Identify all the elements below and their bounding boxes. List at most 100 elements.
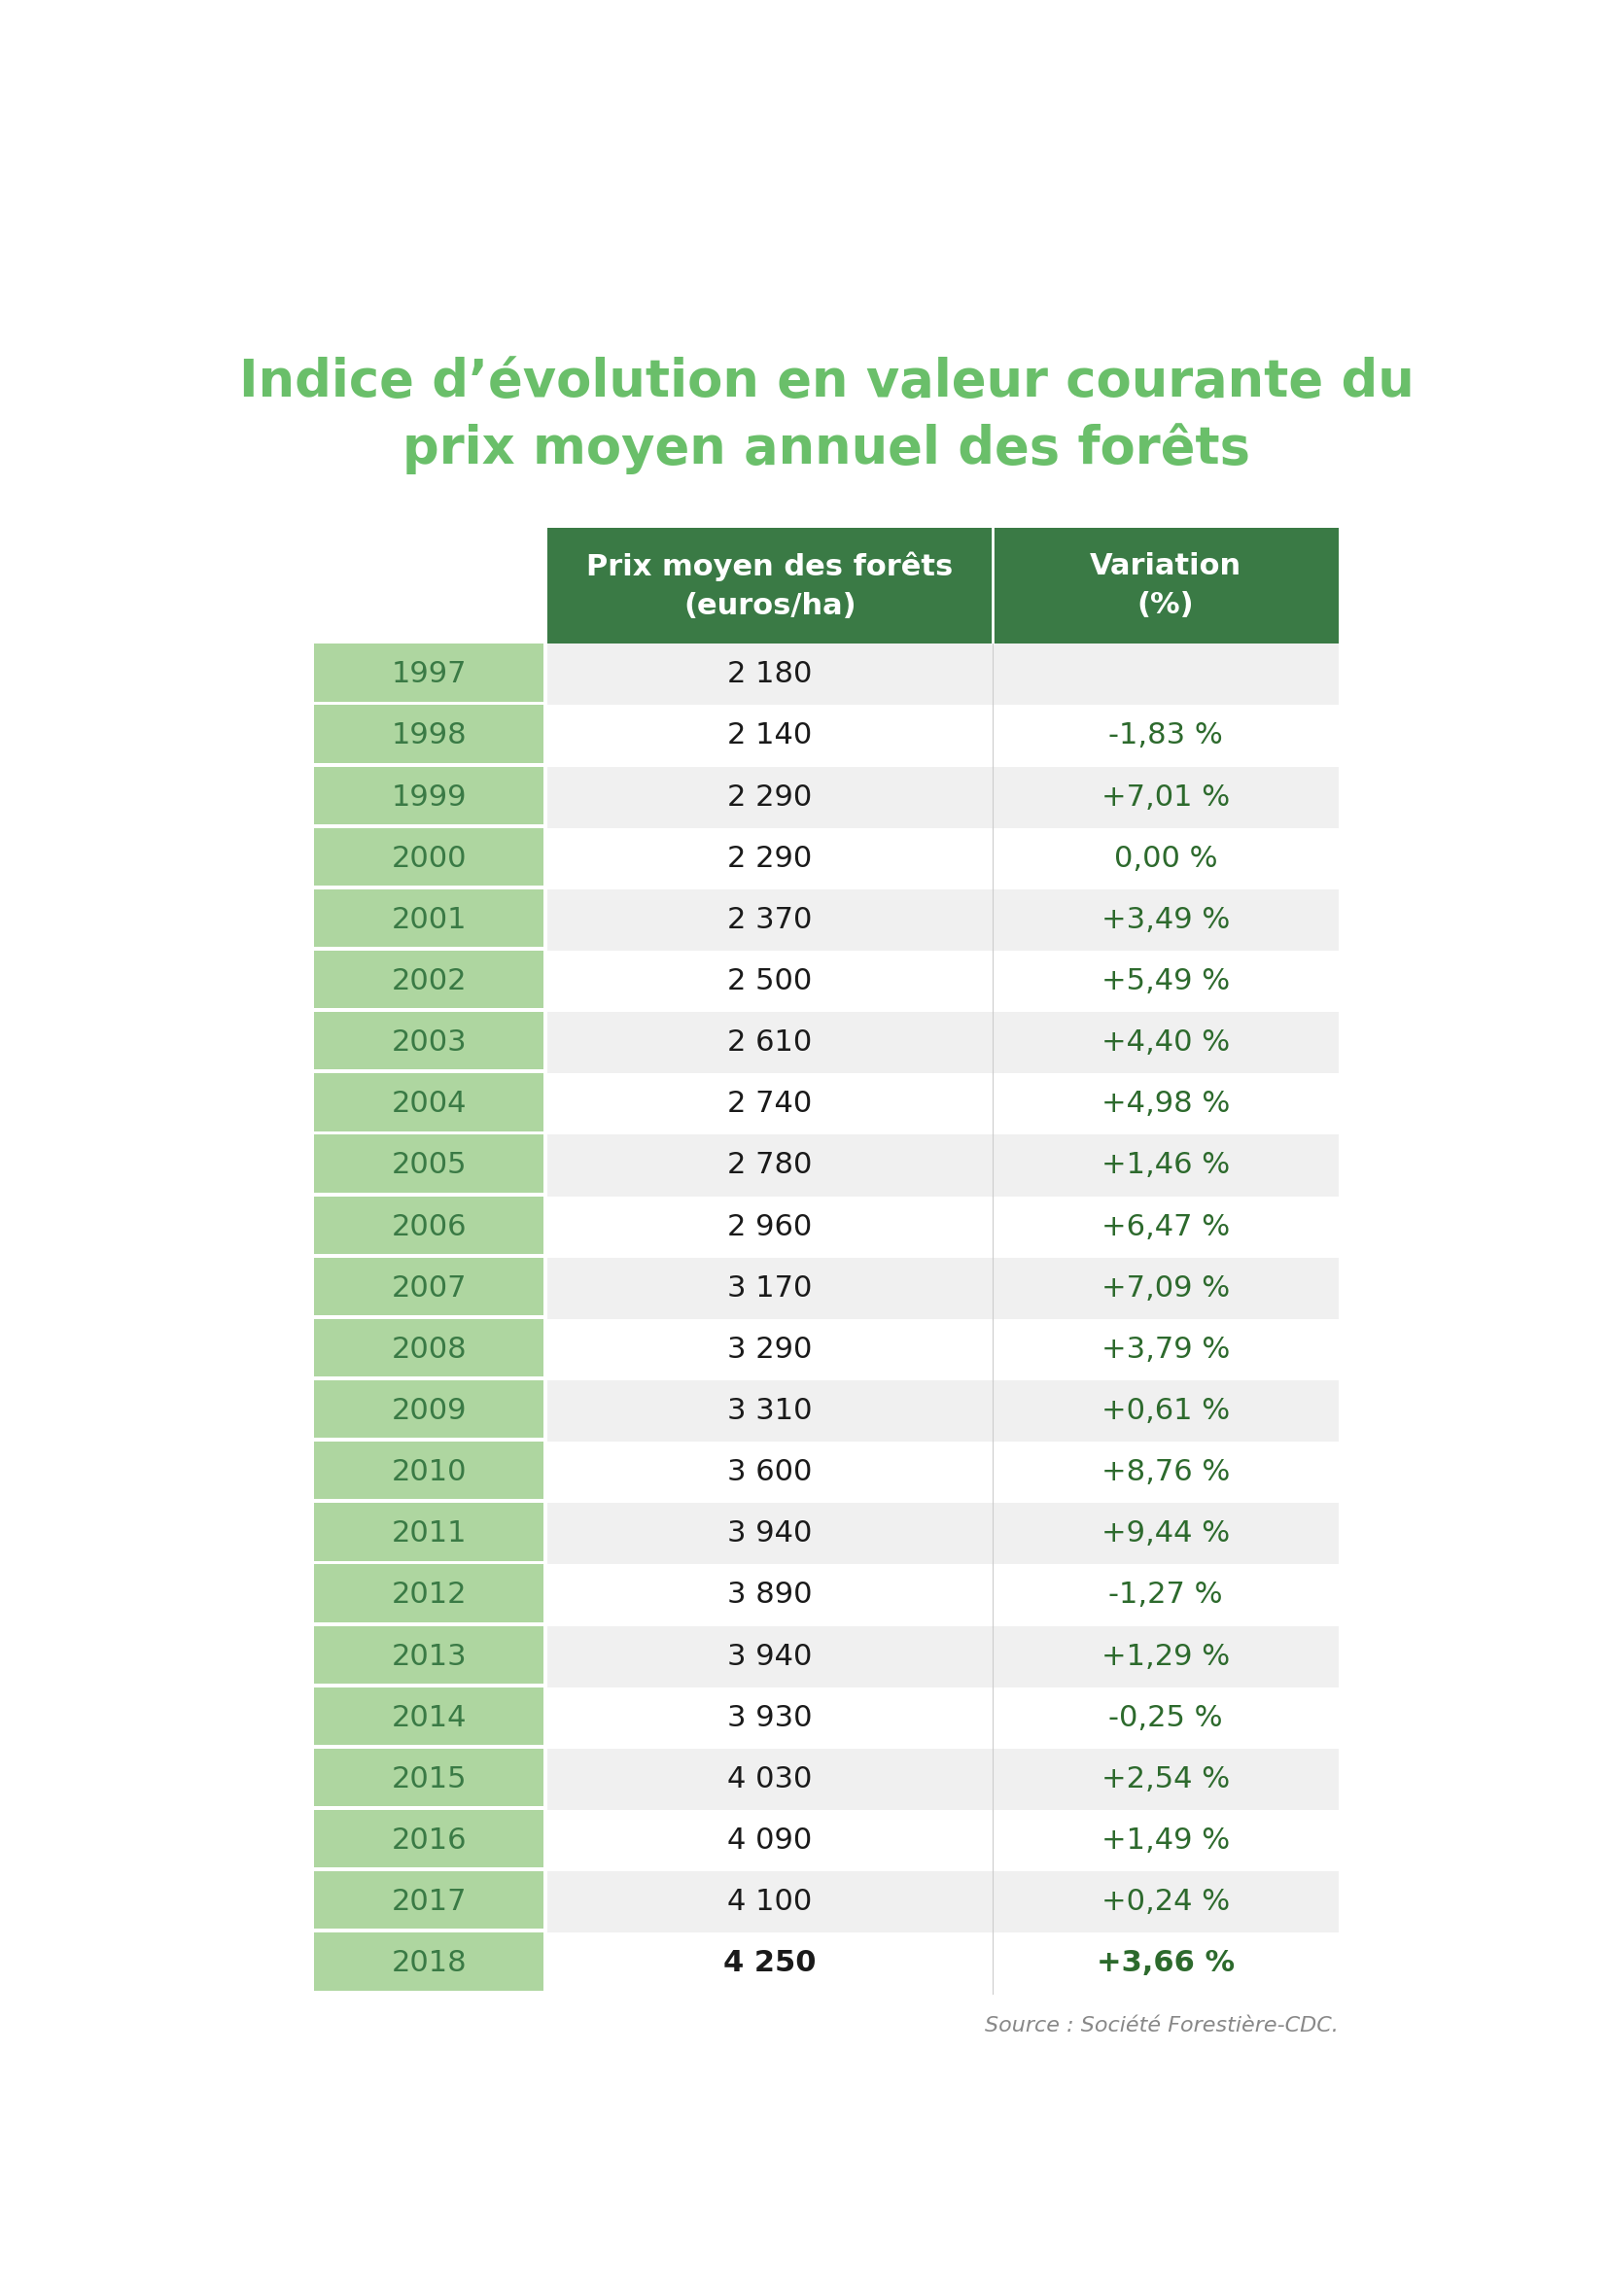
Text: 2014: 2014	[391, 1704, 466, 1731]
Text: 3 170: 3 170	[727, 1274, 812, 1302]
Text: +7,01 %: +7,01 %	[1101, 783, 1230, 810]
Text: +5,49 %: +5,49 %	[1101, 967, 1230, 996]
Text: -1,83 %: -1,83 %	[1108, 721, 1222, 751]
Bar	[992, 1380, 1339, 1442]
Text: 2010: 2010	[391, 1458, 466, 1486]
Text: 2 610: 2 610	[727, 1029, 812, 1056]
Bar	[314, 951, 544, 1008]
Text: 2 290: 2 290	[727, 783, 812, 810]
Text: 3 890: 3 890	[727, 1582, 812, 1609]
Bar	[992, 889, 1339, 951]
Bar	[548, 889, 992, 951]
Bar	[548, 528, 992, 643]
Text: +6,47 %: +6,47 %	[1101, 1212, 1230, 1240]
Bar	[992, 1134, 1339, 1196]
Text: 3 310: 3 310	[727, 1396, 812, 1426]
Text: 2012: 2012	[391, 1582, 466, 1609]
Bar	[548, 1258, 992, 1318]
Bar	[992, 1688, 1339, 1750]
Bar	[992, 829, 1339, 889]
Text: 4 090: 4 090	[727, 1828, 812, 1855]
Bar	[548, 1871, 992, 1933]
Text: +8,76 %: +8,76 %	[1101, 1458, 1230, 1486]
Bar	[548, 1380, 992, 1442]
Bar	[992, 1504, 1339, 1564]
Bar	[314, 889, 544, 946]
Bar	[548, 1933, 992, 1993]
Text: 2013: 2013	[391, 1642, 466, 1671]
Text: +1,29 %: +1,29 %	[1101, 1642, 1230, 1671]
Text: 2 740: 2 740	[727, 1091, 812, 1118]
Bar	[548, 1750, 992, 1809]
Text: 2005: 2005	[391, 1150, 466, 1180]
Bar	[548, 1013, 992, 1075]
Text: 3 940: 3 940	[727, 1642, 812, 1671]
Text: Indice d’évolution en valeur courante du: Indice d’évolution en valeur courante du	[240, 356, 1413, 406]
Text: 2 500: 2 500	[727, 967, 812, 996]
Text: 2 780: 2 780	[727, 1150, 812, 1180]
Text: Variation
(%): Variation (%)	[1090, 551, 1241, 620]
Text: Prix moyen des forêts
(euros/ha): Prix moyen des forêts (euros/ha)	[587, 551, 954, 620]
Bar	[548, 1442, 992, 1504]
Text: -0,25 %: -0,25 %	[1108, 1704, 1222, 1731]
Bar	[314, 1564, 544, 1621]
Text: +1,46 %: +1,46 %	[1101, 1150, 1230, 1180]
Bar	[314, 705, 544, 762]
Text: 2018: 2018	[391, 1949, 466, 1977]
Bar	[548, 643, 992, 705]
Bar	[314, 767, 544, 824]
Text: -1,27 %: -1,27 %	[1108, 1582, 1222, 1609]
Text: 2004: 2004	[391, 1091, 466, 1118]
Text: 2016: 2016	[391, 1828, 466, 1855]
Bar	[548, 829, 992, 889]
Bar	[314, 1134, 544, 1192]
Bar	[314, 829, 544, 886]
Text: 4 100: 4 100	[727, 1887, 812, 1917]
Bar	[992, 1258, 1339, 1318]
Bar	[992, 1196, 1339, 1258]
Bar	[992, 1933, 1339, 1993]
Text: 2009: 2009	[391, 1396, 466, 1426]
Text: +4,40 %: +4,40 %	[1101, 1029, 1230, 1056]
Bar	[992, 951, 1339, 1013]
Text: 2017: 2017	[391, 1887, 466, 1917]
Text: 2 370: 2 370	[727, 907, 812, 934]
Text: 3 940: 3 940	[727, 1520, 812, 1548]
Bar	[548, 1318, 992, 1380]
Bar	[548, 1564, 992, 1626]
Text: +3,49 %: +3,49 %	[1101, 907, 1230, 934]
Text: 2002: 2002	[391, 967, 466, 996]
Bar	[992, 1871, 1339, 1933]
Bar	[314, 1809, 544, 1867]
Text: +0,24 %: +0,24 %	[1101, 1887, 1230, 1917]
Bar	[314, 1318, 544, 1378]
Bar	[992, 1318, 1339, 1380]
Bar	[314, 1380, 544, 1437]
Text: +3,79 %: +3,79 %	[1101, 1336, 1230, 1364]
Bar	[992, 705, 1339, 767]
Text: +0,61 %: +0,61 %	[1101, 1396, 1230, 1426]
Bar	[314, 1075, 544, 1132]
Bar	[314, 1196, 544, 1254]
Text: 2 290: 2 290	[727, 845, 812, 872]
Bar	[314, 1750, 544, 1807]
Bar	[548, 1504, 992, 1564]
Text: 2 960: 2 960	[727, 1212, 812, 1240]
Bar	[548, 1134, 992, 1196]
Bar	[548, 1688, 992, 1750]
Bar	[314, 1442, 544, 1499]
Text: 0,00 %: 0,00 %	[1114, 845, 1217, 872]
Text: 2006: 2006	[391, 1212, 466, 1240]
Text: 3 290: 3 290	[727, 1336, 812, 1364]
Text: +4,98 %: +4,98 %	[1101, 1091, 1230, 1118]
Text: 4 250: 4 250	[724, 1949, 817, 1977]
Bar	[992, 528, 1339, 643]
Bar	[992, 1564, 1339, 1626]
Bar	[314, 1504, 544, 1561]
Bar	[992, 1075, 1339, 1134]
Bar	[548, 1809, 992, 1871]
Bar	[992, 1809, 1339, 1871]
Bar	[548, 705, 992, 767]
Bar	[548, 1075, 992, 1134]
Text: 2008: 2008	[391, 1336, 466, 1364]
